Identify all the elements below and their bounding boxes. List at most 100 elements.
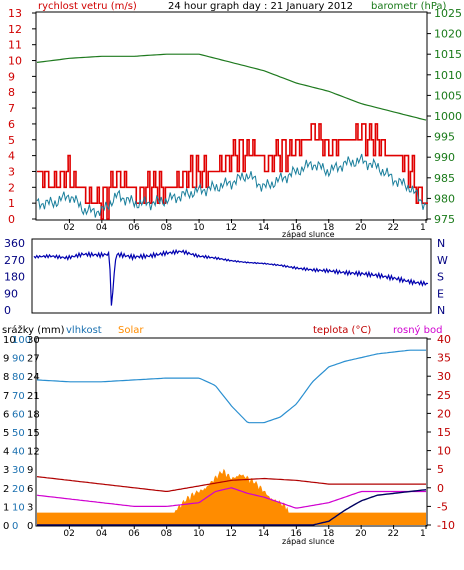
temperature-series (36, 476, 426, 492)
wind-x-tick-label: 22 (388, 223, 399, 233)
humidity-tick-label: 30 (12, 465, 25, 476)
direction-compass-label: N (437, 304, 445, 317)
temperature-tick-label: 5 (437, 463, 444, 476)
wind-x-tick-label: 04 (96, 223, 108, 233)
direction-panel-frame (31, 238, 432, 314)
rain-tick-label: 0 (3, 521, 9, 532)
rain-tick-label: 7 (3, 391, 9, 402)
bottom-x-tick-label: 02 (63, 529, 74, 539)
direction-tick-label: 270 (4, 254, 25, 267)
wind-left-tick-label: 6 (8, 118, 15, 131)
solar-tick-label: 9 (27, 465, 33, 476)
wind-left-tick-label: 0 (8, 213, 15, 226)
wind-left-tick-label: 8 (8, 86, 15, 99)
solar-tick-label: 12 (27, 447, 40, 458)
bottom-plot: 0123456789100102030405060708090100036912… (3, 333, 455, 546)
temperature-axis-label: teplota (°C) (313, 325, 371, 336)
wind-panel-frame (35, 11, 428, 221)
humidity-tick-label: 50 (12, 428, 25, 439)
sunset-annotation: západ slunce (282, 230, 335, 239)
wind-right-tick-label: 1020 (434, 28, 462, 41)
temperature-tick-label: 40 (437, 333, 451, 346)
humidity-axis-label: vlhkost (66, 325, 102, 336)
bottom-x-tick-label: 08 (161, 529, 173, 539)
wind-average-series (36, 153, 427, 218)
solar-tick-label: 18 (27, 409, 40, 420)
right-axis-label: barometr (hPa) (371, 1, 447, 12)
wind-x-tick-label: 18 (323, 223, 335, 233)
humidity-tick-label: 60 (12, 409, 25, 420)
wind-left-tick-label: 7 (8, 102, 15, 115)
temperature-tick-label: 20 (437, 407, 451, 420)
wind-right-tick-label: 980 (434, 192, 455, 205)
solar-tick-label: 15 (27, 428, 40, 439)
rain-tick-label: 3 (3, 465, 9, 476)
wind-x-tick-label: 1 (420, 223, 426, 233)
direction-tick-label: 90 (4, 287, 18, 300)
humidity-tick-label: 100 (12, 335, 31, 346)
rain-tick-label: 10 (3, 335, 16, 346)
bottom-x-tick-label: 22 (388, 529, 399, 539)
direction-compass-label: W (437, 254, 448, 267)
temperature-tick-label: 30 (437, 370, 451, 383)
direction-tick-label: 0 (4, 304, 11, 317)
wind-left-tick-label: 1 (8, 197, 15, 210)
temperature-tick-label: 25 (437, 389, 451, 402)
wind-left-tick-label: 3 (8, 165, 15, 178)
wind-right-tick-label: 1005 (434, 89, 462, 102)
solar-tick-label: 27 (27, 354, 40, 365)
rain-tick-label: 9 (3, 354, 9, 365)
wind-left-tick-label: 10 (8, 55, 22, 68)
wind-right-tick-label: 990 (434, 151, 455, 164)
wind-x-tick-label: 06 (128, 223, 140, 233)
wind-left-tick-label: 9 (8, 70, 15, 83)
solar-axis-label: Solar (118, 325, 144, 336)
wind-right-tick-label: 1015 (434, 48, 462, 61)
pressure-series (36, 53, 427, 121)
wind-plot: 0123456789101112139759809859909951000100… (8, 7, 462, 239)
humidity-tick-label: 40 (12, 447, 25, 458)
solar-tick-label: 21 (27, 391, 40, 402)
chart-title: 24 hour graph day : 21 January 2012 (168, 1, 353, 12)
wind-left-tick-label: 5 (8, 134, 15, 147)
wind-x-tick-label: 16 (290, 223, 302, 233)
rain-series (37, 489, 427, 526)
wind-right-tick-label: 1000 (434, 110, 462, 123)
humidity-tick-label: 10 (12, 502, 25, 513)
wind-x-tick-label: 08 (161, 223, 173, 233)
temperature-tick-label: 35 (437, 352, 451, 365)
wind-left-tick-label: 2 (8, 181, 15, 194)
wind-right-tick-label: 975 (434, 213, 455, 226)
direction-tick-label: 360 (4, 237, 25, 250)
bottom-x-tick-label: 12 (226, 529, 237, 539)
rain-tick-label: 6 (3, 409, 9, 420)
temperature-tick-label: 15 (437, 426, 451, 439)
humidity-tick-label: 90 (12, 354, 25, 365)
temperature-tick-label: 10 (437, 445, 451, 458)
wind-x-tick-label: 02 (63, 223, 74, 233)
humidity-series (36, 349, 426, 424)
solar-series (37, 468, 426, 525)
wind-right-tick-label: 1010 (434, 69, 462, 82)
temperature-tick-label: -10 (437, 519, 455, 532)
wind-right-tick-label: 985 (434, 172, 455, 185)
temperature-tick-label: -5 (437, 500, 448, 513)
wind-left-tick-label: 11 (8, 39, 22, 52)
rain-tick-label: 4 (3, 447, 9, 458)
wind-left-tick-label: 4 (8, 150, 15, 163)
sunset-annotation-bottom: západ slunce (282, 537, 335, 546)
direction-tick-label: 180 (4, 271, 25, 284)
direction-compass-label: S (437, 271, 444, 284)
wind-direction-series (33, 248, 429, 306)
bottom-x-tick-label: 16 (290, 529, 302, 539)
humidity-tick-label: 70 (12, 391, 25, 402)
direction-compass-label: N (437, 237, 445, 250)
rain-axis-label: srážky (mm) (2, 324, 65, 336)
bottom-x-tick-label: 20 (355, 529, 367, 539)
direction-compass-label: E (437, 287, 444, 300)
wind-x-tick-label: 20 (355, 223, 367, 233)
bottom-x-tick-label: 06 (128, 529, 140, 539)
